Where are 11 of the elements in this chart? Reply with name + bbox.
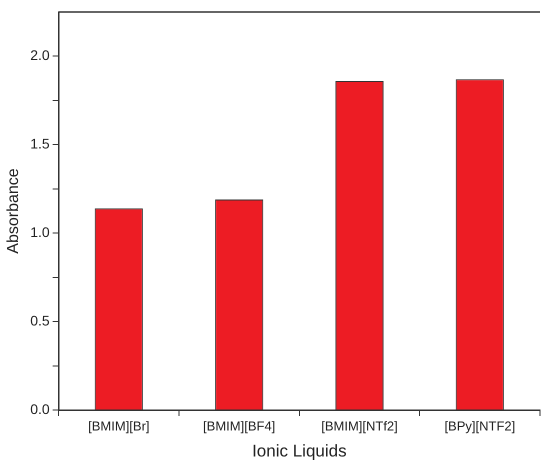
y-tick-label: 1.0 [30, 224, 50, 240]
y-tick-label: 2.0 [30, 47, 50, 64]
x-tick-label: [BMIM][Br] [88, 418, 150, 434]
x-tick-label: [BMIM][NTf2] [321, 418, 398, 434]
y-axis-title: Absorbance [5, 168, 22, 254]
x-tick-label: [BMIM][BF4] [203, 418, 276, 434]
x-tick-label: [BPy][NTF2] [444, 418, 516, 434]
y-tick-label: 0.5 [30, 312, 50, 328]
y-tick-label: 1.5 [30, 136, 50, 152]
y-tick-label: 0.0 [30, 400, 50, 417]
x-axis-title: Ionic Liquids [252, 441, 347, 460]
